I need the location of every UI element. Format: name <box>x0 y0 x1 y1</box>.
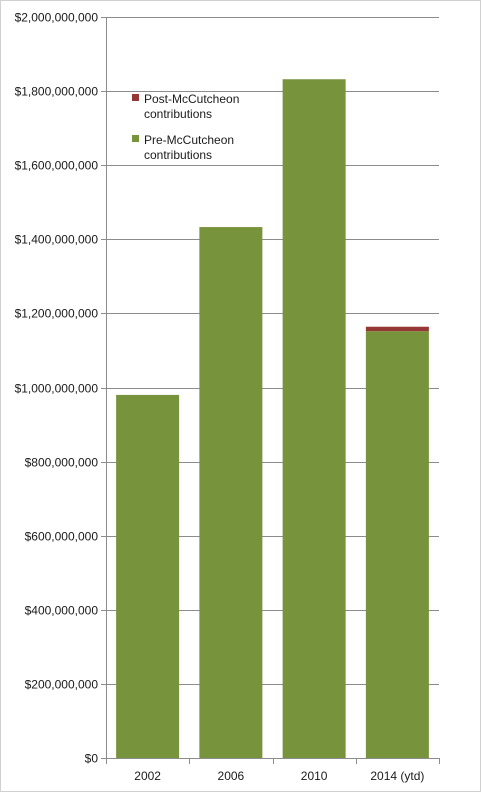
x-tick-label: 2014 (ytd) <box>370 769 424 783</box>
y-tick-label: $0 <box>85 752 99 766</box>
y-tick-label: $1,200,000,000 <box>15 307 99 321</box>
legend-swatch-post-mccutcheon <box>132 94 139 101</box>
legend-label-line: contributions <box>144 107 212 121</box>
y-tick-label: $600,000,000 <box>25 530 99 544</box>
bar-pre-mccutcheon-0 <box>116 394 180 758</box>
x-tick-label: 2002 <box>134 769 161 783</box>
axes <box>101 17 440 764</box>
y-tick-label: $1,800,000,000 <box>15 85 99 99</box>
x-tick-label: 2006 <box>218 769 245 783</box>
legend-label-line: Pre-McCutcheon <box>144 133 234 147</box>
y-tick-label: $200,000,000 <box>25 678 99 692</box>
x-axis-tick-labels: 2002 2006 2010 2014 (ytd) <box>134 769 424 783</box>
y-tick-label: $1,000,000,000 <box>15 382 99 396</box>
bar-pre-mccutcheon-1 <box>199 227 263 759</box>
y-tick-label: $800,000,000 <box>25 456 99 470</box>
bar-pre-mccutcheon-3 <box>365 331 429 758</box>
bar-post-mccutcheon-3 <box>365 326 429 332</box>
legend-swatch-pre-mccutcheon <box>132 135 139 142</box>
y-tick-label: $1,400,000,000 <box>15 233 99 247</box>
bar-pre-mccutcheon-2 <box>282 79 346 758</box>
bars <box>116 79 429 759</box>
y-axis-tick-labels: $0 $200,000,000 $400,000,000 $600,000,000 $8… <box>15 11 99 766</box>
legend-label-line: Post-McCutcheon <box>144 92 239 106</box>
y-tick-label: $2,000,000,000 <box>15 11 99 25</box>
y-tick-label: $400,000,000 <box>25 604 99 618</box>
x-tick-label: 2010 <box>301 769 328 783</box>
legend-label-line: contributions <box>144 148 212 162</box>
legend: Post-McCutcheoncontributionsPre-McCutche… <box>132 92 239 162</box>
y-tick-label: $1,600,000,000 <box>15 159 99 173</box>
